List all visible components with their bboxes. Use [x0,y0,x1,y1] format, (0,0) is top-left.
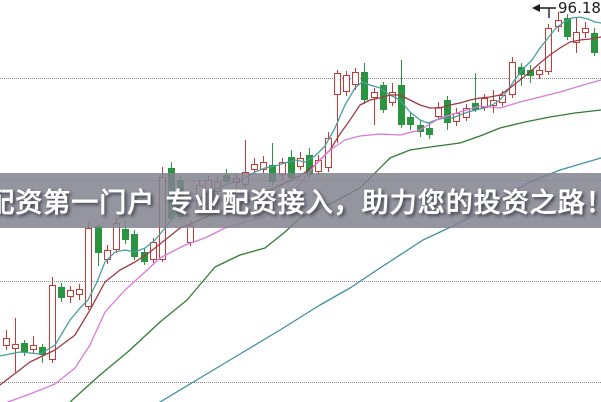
candle-up [296,157,304,167]
candle-up [250,164,258,170]
gridline [0,78,601,79]
candle-down [591,33,599,53]
ma-mid-crimson-line [0,36,601,386]
candle-up [48,285,56,360]
candle-wick [244,140,246,188]
banner-text: 配资第一门户 专业配资接入，助力您的投资之路！ [0,188,601,219]
candle-up [66,290,74,298]
candle-down [140,252,148,262]
candle-up [324,137,332,168]
candle-wick [272,143,274,185]
candle-down [407,117,415,125]
candle-up [490,100,498,107]
candle-up [85,228,93,307]
candle-up [536,70,544,75]
ma-fast-teal-line [0,16,601,357]
candle-down [122,229,130,240]
candle-up [2,338,10,346]
candle-down [20,343,28,352]
annotation-arrow-icon [532,4,556,18]
annotation-label: 96.18 [558,0,601,17]
candle-down [526,70,534,77]
candle-up [76,289,84,295]
candle-up [545,28,553,72]
promo-banner: 配资第一门户 专业配资接入，助力您的投资之路！ [0,173,601,228]
candle-down [57,287,65,298]
candle-up [333,73,341,95]
candle-wick [33,336,35,353]
candle-up [352,72,360,85]
candle-wick [474,73,476,112]
candle-down [563,18,571,37]
candle-down [131,234,139,257]
candle-up [30,345,38,350]
gridline [0,281,601,282]
candle-up [572,32,580,43]
candle-down [425,128,433,135]
candle-wick [336,70,338,143]
ma-orchid-line [7,79,601,402]
candle-wick [373,88,375,126]
price-annotation: 96.18 [531,0,601,22]
gridline [0,382,601,383]
candle-down [444,100,452,123]
candle-up [370,92,378,99]
candle-down [361,72,369,100]
candle-up [149,242,157,260]
candle-up [260,162,268,170]
candle-up [342,75,350,92]
candle-up [11,344,19,349]
ma-slow-green-line [69,109,601,402]
candle-up [582,28,590,33]
